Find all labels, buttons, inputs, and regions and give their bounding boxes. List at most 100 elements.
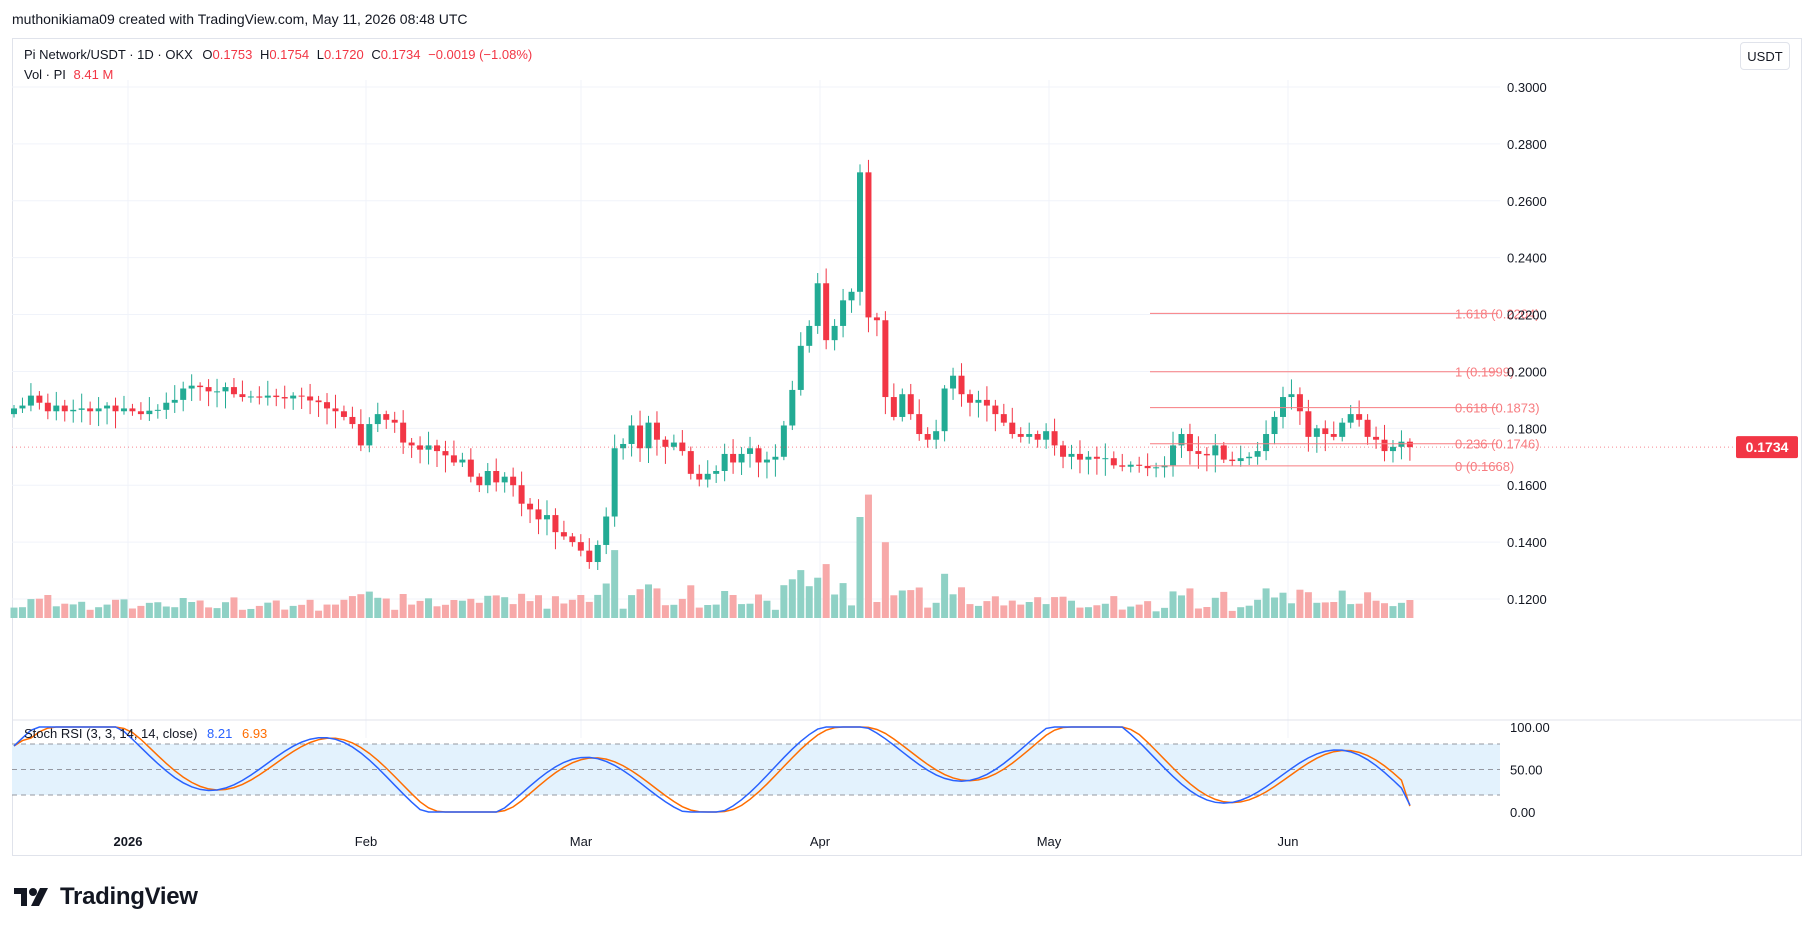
volume-bar: [95, 607, 103, 618]
volume-bar: [382, 598, 390, 618]
candle-body: [1398, 441, 1405, 447]
volume-bar: [721, 591, 729, 618]
volume-bar: [763, 600, 771, 618]
volume-bar: [577, 595, 585, 618]
candle-body: [899, 394, 906, 417]
volume-bar: [1101, 603, 1109, 618]
candle-body: [95, 408, 102, 412]
fibonacci-levels[interactable]: 1.618 (0.2204) 1 (0.1999) 0.618 (0.1873) 0.…: [1150, 306, 1540, 474]
time-tick-label: 2026: [114, 834, 143, 849]
candle-body: [400, 422, 407, 443]
price-tick-label: 0.2800: [1507, 137, 1547, 152]
time-axis[interactable]: 2026 Feb Mar Apr May Jun: [114, 834, 1299, 849]
candle-body: [1144, 465, 1151, 469]
candle-body: [1195, 451, 1202, 454]
candle-body: [1009, 422, 1016, 435]
candle-body: [205, 387, 212, 392]
candle-body: [61, 405, 68, 412]
candle-body: [1406, 441, 1413, 448]
price-tick-label: 0.1600: [1507, 478, 1547, 493]
volume-bar: [86, 609, 94, 618]
candle-body: [87, 408, 94, 412]
volume-bar: [1296, 589, 1304, 618]
candle-body: [1085, 456, 1092, 460]
volume-bar: [1084, 607, 1092, 618]
candle-body: [594, 544, 601, 563]
price-axis[interactable]: 0.3000 0.2800 0.2600 0.2400 0.2200 0.2000 0.18…: [1507, 80, 1547, 607]
volume-bar: [864, 494, 872, 618]
stoch-k-value: 8.21: [207, 726, 233, 741]
candle-body: [1254, 451, 1261, 457]
volume-bar: [112, 599, 120, 618]
volume-bar: [128, 608, 136, 618]
price-tick-label: 0.2200: [1507, 308, 1547, 323]
candle-body: [1373, 436, 1380, 440]
candle-body: [332, 408, 339, 412]
candle-body: [772, 456, 779, 460]
candle-body: [120, 408, 127, 412]
volume-bar: [289, 605, 297, 618]
candle-body: [1364, 419, 1371, 437]
candle-body: [1068, 453, 1075, 457]
volume-bar: [238, 609, 246, 618]
stoch-k-line: [13, 726, 1411, 813]
time-tick-label: Feb: [355, 834, 377, 849]
volume-bar: [1313, 602, 1321, 618]
candle-body: [1229, 459, 1236, 462]
candle-body: [1296, 394, 1303, 412]
volume-bar: [298, 604, 306, 618]
fib-level-label: 0 (0.1668): [1455, 459, 1514, 474]
tradingview-logo[interactable]: TradingView: [14, 882, 198, 912]
ohlc-row: Pi Network/USDT · 1D · OKX O0.1753 H0.17…: [24, 45, 532, 65]
volume-bar: [27, 599, 35, 618]
stoch-rsi-pane[interactable]: 100.00 50.00 0.00: [12, 719, 1802, 820]
candle-body: [1322, 428, 1329, 435]
volume-bar: [915, 587, 923, 618]
candle-body: [780, 425, 787, 457]
candle-body: [307, 396, 314, 401]
volume-bar: [272, 600, 280, 618]
candle-body: [747, 448, 754, 454]
volume-bar: [1127, 606, 1135, 618]
volume-bar: [458, 600, 466, 618]
currency-button[interactable]: USDT: [1740, 42, 1790, 70]
candle-body: [298, 395, 305, 397]
symbol-label[interactable]: Pi Network/USDT · 1D · OKX: [24, 47, 193, 62]
volume-label[interactable]: Vol · PI: [24, 67, 66, 82]
close-label: C: [371, 47, 381, 62]
last-price-text: 0.1734: [1746, 439, 1789, 455]
candle-body: [53, 405, 60, 412]
volume-bar: [264, 602, 272, 618]
volume-bar: [831, 594, 839, 618]
candle-body: [603, 516, 610, 545]
candle-body: [653, 422, 660, 440]
volume-bar: [1135, 604, 1143, 618]
volume-bar: [1347, 604, 1355, 618]
volume-bar: [1186, 588, 1194, 618]
volume-bar: [255, 605, 263, 618]
stoch-rsi-label[interactable]: Stoch RSI (3, 3, 14, 14, close): [24, 726, 198, 741]
candle-body: [163, 402, 170, 410]
high-value: 0.1754: [269, 47, 310, 62]
volume-bar: [856, 517, 864, 618]
candle-body: [611, 448, 618, 517]
volume-bar: [137, 605, 145, 618]
candle-body: [738, 453, 745, 463]
volume-bar: [61, 603, 69, 618]
price-tick-label: 0.1200: [1507, 592, 1547, 607]
candle-body: [1102, 458, 1109, 460]
candle-body: [620, 443, 627, 449]
candle-body: [1043, 431, 1050, 440]
volume-bar: [1228, 610, 1236, 618]
volume-bar: [670, 604, 678, 618]
volume-bar: [391, 609, 399, 618]
volume-bar: [1245, 605, 1253, 618]
volume-bar: [1076, 607, 1084, 618]
volume-bar: [1220, 591, 1228, 618]
candle-body: [1381, 439, 1388, 452]
candle-body: [840, 300, 847, 326]
volume-bar: [467, 598, 475, 618]
volume-bar: [949, 594, 957, 618]
volume-bar: [839, 583, 847, 618]
